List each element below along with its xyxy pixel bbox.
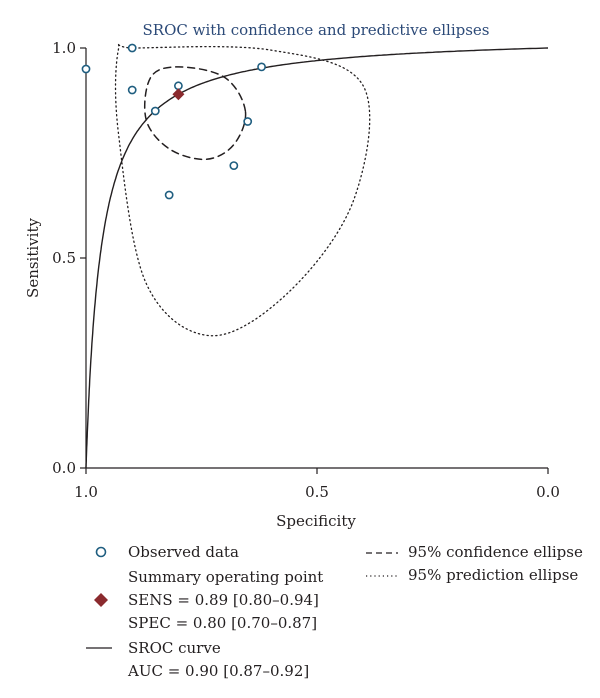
y-tick-label: 0.0	[52, 459, 76, 477]
ellipses	[114, 42, 371, 337]
observed-data-point	[164, 190, 174, 200]
legend-sroc-label: SROC curve	[128, 639, 221, 657]
legend-prediction-label: 95% prediction ellipse	[408, 566, 579, 584]
legend-summary-symbol	[94, 593, 108, 607]
observed-data-point	[243, 117, 253, 126]
legend-auc-label: AUC = 0.90 [0.87–0.92]	[128, 662, 310, 680]
observed-data-point	[150, 106, 160, 116]
sroc-curve-layer	[85, 47, 549, 468]
sroc-chart: SROC with confidence and predictive elli…	[24, 21, 560, 530]
observed-data-point	[127, 85, 137, 95]
x-axis-label: Specificity	[276, 512, 356, 530]
legend-confidence-symbol	[366, 552, 398, 554]
y-tick-label: 0.5	[52, 249, 76, 267]
observed-data-point	[127, 43, 137, 53]
legend-left: Observed data Summary operating point SE…	[86, 540, 354, 690]
legend-spec-label: SPEC = 0.80 [0.70–0.87]	[128, 614, 318, 632]
y-tick-label: 1.0	[52, 39, 76, 57]
points-layer	[81, 43, 266, 200]
legend-summary-label: Summary operating point	[128, 568, 324, 586]
legend-sens-label: SENS = 0.89 [0.80–0.94]	[128, 591, 319, 609]
sroc-curve	[85, 47, 549, 468]
legend-confidence-label: 95% confidence ellipse	[408, 543, 583, 561]
y-axis-label: Sensitivity	[24, 218, 42, 298]
legend-sroc-symbol	[86, 647, 112, 649]
legend-observed-label: Observed data	[128, 543, 239, 561]
prediction-ellipse	[114, 42, 371, 337]
x-tick-label: 0.0	[536, 483, 560, 501]
observed-data-point	[257, 62, 266, 72]
axes: 1.0 0.5 0.0 0.0 0.5 1.0	[52, 39, 560, 501]
x-tick-label: 1.0	[74, 483, 98, 501]
observed-data-point	[81, 64, 91, 74]
legend-prediction-symbol	[366, 575, 398, 577]
confidence-ellipse	[144, 66, 247, 161]
legend-right: 95% confidence ellipse 95% prediction el…	[366, 540, 596, 590]
x-tick-label: 0.5	[305, 483, 329, 501]
summary-operating-point	[172, 88, 185, 101]
chart-title: SROC with confidence and predictive elli…	[143, 21, 490, 39]
legend-observed-symbol	[95, 546, 107, 558]
observed-data-point	[229, 161, 239, 170]
